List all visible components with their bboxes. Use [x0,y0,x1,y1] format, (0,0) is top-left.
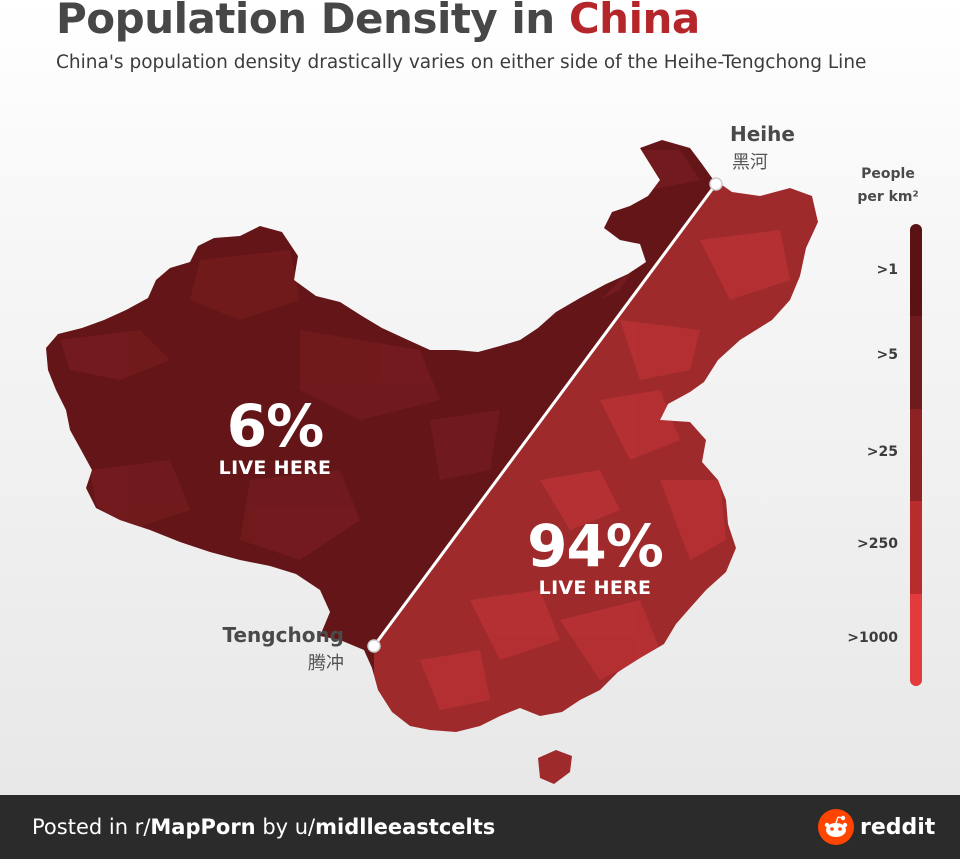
east-percent: 94% [527,512,664,580]
legend-label-5: >5 [876,347,898,363]
title-accent: China [568,0,700,43]
heihe-name-zh: 黑河 [732,152,768,173]
map-west-texture [60,150,700,560]
tengchong-name-zh: 腾冲 [308,653,344,674]
post-footer: Posted in r/MapPorn by u/midlleeastcelts… [0,795,960,859]
page-title: Population Density in China [56,0,700,43]
legend-color-scale [910,224,922,686]
legend-label-1000: >1000 [847,630,898,646]
reddit-wordmark: reddit [860,814,936,840]
title-main: Population Density in [56,0,569,43]
legend-title-line2: per km² [857,189,919,205]
tengchong-label: Tengchong 腾冲 [222,623,345,675]
heihe-marker [709,177,723,191]
page-subtitle: China's population density drastically v… [56,52,867,73]
post-credit: Posted in r/MapPorn by u/midlleeastcelts [32,815,495,839]
legend-segment [910,316,922,409]
heihe-name: Heihe [730,122,795,146]
heihe-label: Heihe 黑河 [730,122,795,174]
east-caption: LIVE HERE [538,577,652,599]
west-caption: LIVE HERE [218,457,332,479]
legend-segment [910,224,922,317]
legend-label-1: >1 [876,262,898,278]
credit-prefix: Posted in r/ [32,815,151,839]
legend-label-250: >250 [857,536,898,552]
map-hainan-island [538,750,572,784]
user-link[interactable]: midlleeastcelts [315,815,496,839]
credit-middle: by u/ [255,815,316,839]
legend-segment [910,593,922,686]
legend-label-25: >25 [866,444,898,460]
west-stat: 6% LIVE HERE [190,395,360,479]
reddit-brand[interactable]: reddit [818,807,935,847]
tengchong-marker [367,639,381,653]
reddit-logo-icon [818,809,854,845]
legend-segment [910,408,922,502]
legend-title: People per km² [848,163,928,209]
legend-title-line1: People [861,166,915,182]
heihe-tengchong-line [372,183,718,647]
map-east-texture [420,230,790,710]
east-stat: 94% LIVE HERE [505,515,685,599]
legend-segment [910,501,922,594]
tengchong-name: Tengchong [222,623,345,647]
west-percent: 6% [226,392,324,460]
subreddit-link[interactable]: MapPorn [150,815,256,839]
